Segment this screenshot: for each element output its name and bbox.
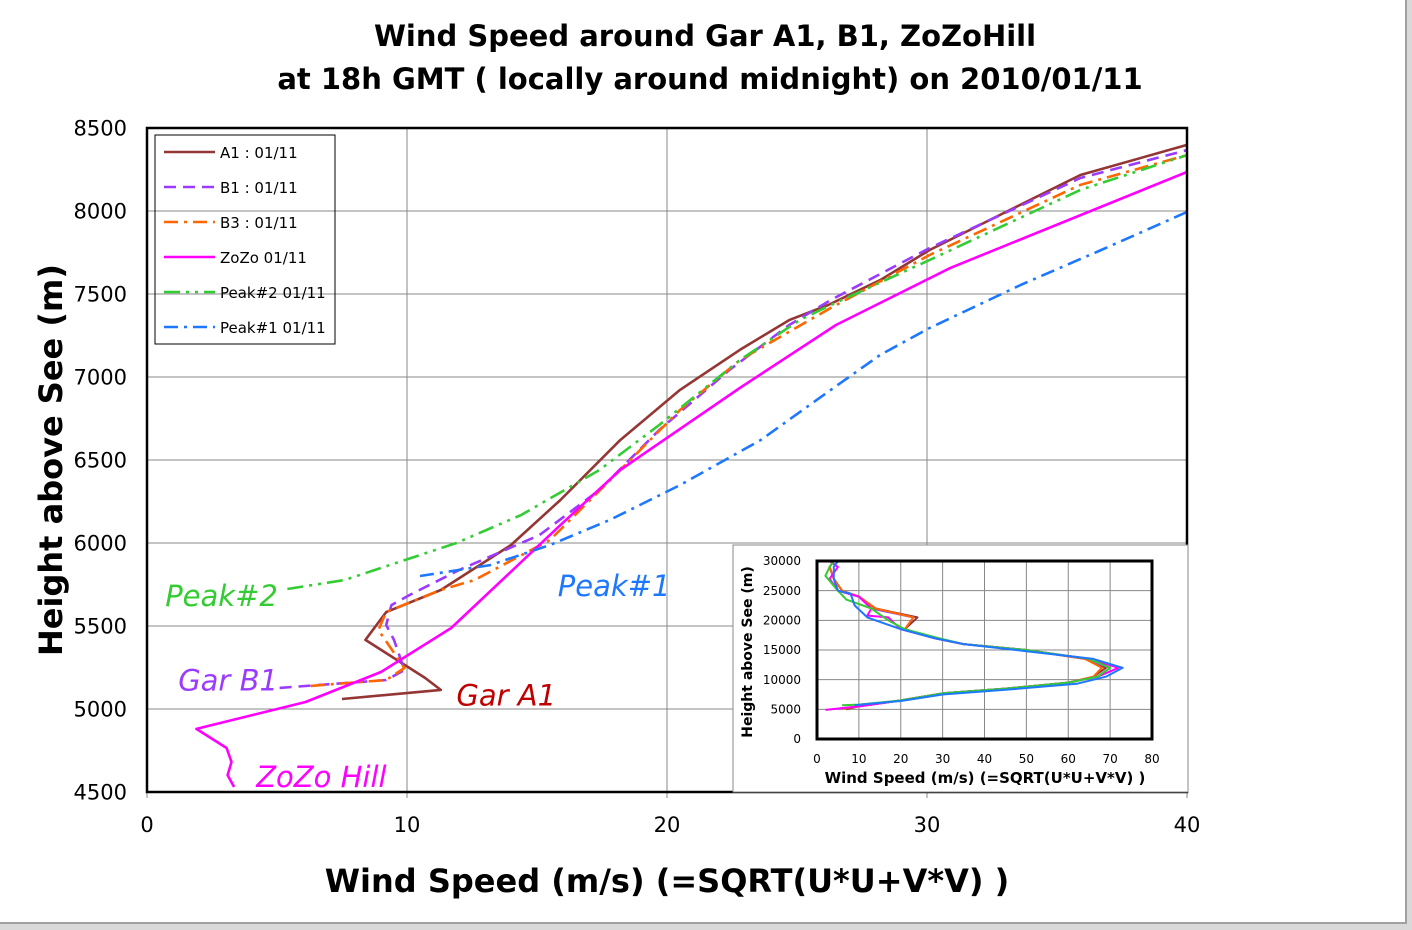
y-tick-label: 25000 — [763, 584, 801, 598]
legend-item: B1 : 01/11 — [164, 179, 298, 197]
x-axis-label: Wind Speed (m/s) (=SQRT(U*U+V*V) ) — [325, 862, 1009, 900]
y-tick-label: 4500 — [74, 780, 127, 804]
legend-label: Peak#1 01/11 — [220, 319, 326, 337]
series-line-b3 — [310, 153, 1187, 688]
legend-label: Peak#2 01/11 — [220, 284, 326, 302]
y-tick-label: 5000 — [770, 703, 801, 717]
y-tick-label: 7000 — [74, 365, 127, 389]
x-tick-label: 20 — [654, 813, 681, 837]
annotation-peak-1: Peak#1 — [558, 569, 671, 603]
y-tick-label: 5500 — [74, 614, 127, 638]
y-tick-label: 10000 — [763, 673, 801, 687]
legend-label: ZoZo 01/11 — [220, 249, 307, 267]
x-tick-label: 70 — [1102, 752, 1117, 766]
y-tick-label: 8000 — [74, 199, 127, 223]
legend-label: B1 : 01/11 — [220, 179, 298, 197]
x-tick-label: 40 — [977, 752, 992, 766]
legend-item: A1 : 01/11 — [164, 144, 298, 162]
y-tick-label: 7500 — [74, 282, 127, 306]
annotation-gar-b1: Gar B1 — [178, 664, 278, 698]
series-line-zozo — [195, 170, 1187, 788]
x-tick-label: 60 — [1061, 752, 1076, 766]
x-tick-label: 30 — [935, 752, 950, 766]
legend-box — [154, 134, 336, 345]
y-tick-label: 0 — [793, 732, 801, 746]
legend: A1 : 01/11 B1 : 01/11 B3 : 01/11 ZoZo 01/11… — [154, 134, 336, 345]
series-line-5 — [832, 561, 1124, 707]
x-tick-label: 0 — [813, 752, 821, 766]
y-tick-label: 5000 — [74, 697, 127, 721]
annotation-peak-2: Peak#2 — [165, 579, 278, 613]
chart-title-line-2: at 18h GMT ( locally around midnight) on… — [277, 62, 1142, 96]
y-tick-label: 20000 — [763, 614, 801, 628]
inset-y-axis-label: Height above See (m) — [740, 566, 756, 737]
y-tick-label: 6000 — [74, 531, 127, 555]
plot-border — [145, 126, 1189, 794]
series-line-peak#1 — [419, 210, 1187, 578]
inset-x-axis-label: Wind Speed (m/s) (=SQRT(U*U+V*V) ) — [825, 769, 1146, 787]
x-tick-label: 30 — [914, 813, 941, 837]
x-tick-label: 50 — [1019, 752, 1034, 766]
legend-item: Peak#2 01/11 — [164, 284, 326, 302]
y-tick-label: 6500 — [74, 448, 127, 472]
x-tick-label: 20 — [893, 752, 908, 766]
y-tick-label: 15000 — [763, 643, 801, 657]
annotation-zozo-hill: ZoZo Hill — [255, 760, 386, 794]
y-tick-label: 8500 — [74, 116, 127, 140]
series-line-peak#2 — [287, 153, 1187, 591]
y-axis-label: Height above See (m) — [32, 264, 70, 656]
legend-item: B3 : 01/11 — [164, 214, 298, 232]
plot-border — [815, 559, 1154, 741]
x-tick-label: 10 — [394, 813, 421, 837]
chart-title-line-1: Wind Speed around Gar A1, B1, ZoZoHill — [374, 19, 1036, 53]
x-tick-label: 80 — [1144, 752, 1159, 766]
legend-label: B3 : 01/11 — [220, 214, 298, 232]
x-tick-label: 40 — [1174, 813, 1201, 837]
legend-item: ZoZo 01/11 — [164, 249, 307, 267]
legend-label: A1 : 01/11 — [220, 144, 298, 162]
legend-item: Peak#1 01/11 — [164, 319, 326, 337]
x-tick-label: 10 — [851, 752, 866, 766]
y-tick-label: 30000 — [763, 554, 801, 568]
series-line-a1 — [341, 143, 1187, 701]
x-tick-label: 0 — [140, 813, 153, 837]
inset-background — [732, 544, 1189, 793]
annotation-gar-a1: Gar A1 — [456, 679, 556, 713]
